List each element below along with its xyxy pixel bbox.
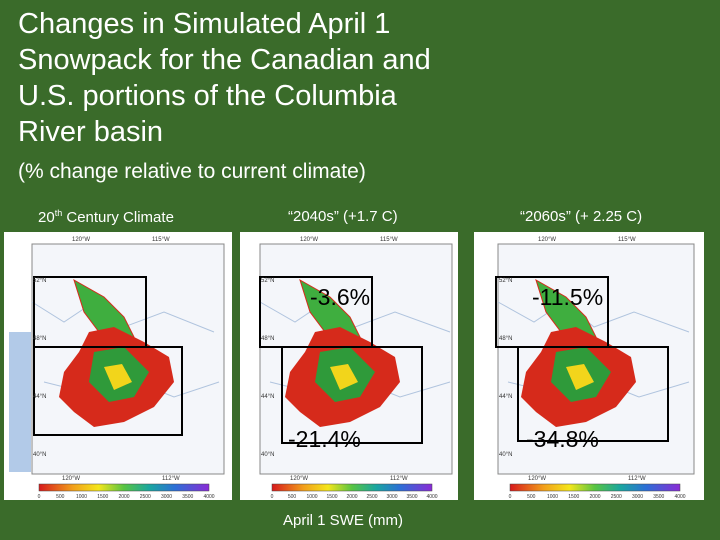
map-lon-label: 115°W — [618, 237, 636, 243]
map-lon-label: 120°W — [300, 237, 318, 243]
pct-canada-2040s: -3.6% — [310, 284, 371, 310]
colorbar-tick-label: 0 — [509, 494, 512, 500]
slide-subtitle: (% change relative to current climate) — [18, 160, 366, 183]
map-lat-label: 52°N — [33, 278, 46, 284]
map-lat-label: 40°N — [261, 452, 274, 458]
colorbar-tick-label: 2500 — [140, 494, 151, 500]
colorbar-tick-label: 3500 — [653, 494, 664, 500]
colorbar-tick-label: 1500 — [97, 494, 108, 500]
map-2060s: 120°W 115°W 120°W 112°W 52°N 48°N 44°N 40°N 0 500… — [495, 237, 695, 500]
map-lat-label: 44°N — [261, 394, 274, 400]
map-lat-label: 52°N — [261, 278, 274, 284]
colorbar-tick-label: 1000 — [306, 494, 317, 500]
pct-us-2060s: -34.8% — [526, 426, 599, 452]
map-lat-label: 48°N — [499, 336, 512, 342]
slide-title: Changes in Simulated April 1 Snowpack fo… — [18, 8, 431, 148]
panel-label-20th-century: 20th Century Climate — [38, 208, 174, 226]
panel-label-number: 20 — [38, 209, 55, 226]
pct-canada-2060s: -11.5% — [532, 284, 604, 310]
colorbar-tick-label: 1500 — [568, 494, 579, 500]
map-lon-label: 120°W — [538, 237, 556, 243]
colorbar-tick-label: 500 — [288, 494, 297, 500]
panel-label-superscript: th — [54, 208, 63, 218]
colorbar-tick-label: 3000 — [632, 494, 643, 500]
map-lat-label: 40°N — [33, 452, 46, 458]
colorbar-tick-label: 500 — [527, 494, 536, 500]
colorbar-tick-label: 0 — [271, 494, 274, 500]
colorbar-tick-label: 2000 — [346, 494, 357, 500]
map-panel-2040s: 120°W 115°W 120°W 112°W 52°N 48°N 44°N 40°N 0 500… — [240, 232, 458, 500]
map-lat-label: 48°N — [261, 336, 274, 342]
map-lon-label: 115°W — [152, 237, 170, 243]
map-lat-label: 40°N — [499, 452, 512, 458]
map-panel-20th-century: 120°W 115°W 120°W 112°W 52°N 48°N 44°N 40°N 0 500… — [4, 232, 232, 500]
colorbar-tick-label: 3500 — [182, 494, 193, 500]
colorbar-tick-label: 2000 — [589, 494, 600, 500]
colorbar-tick-label: 2500 — [366, 494, 377, 500]
colorbar-tick-label: 1000 — [76, 494, 87, 500]
colorbar-tick-label: 1500 — [326, 494, 337, 500]
map-lat-label: 44°N — [499, 394, 512, 400]
map-lon-label-bottom: 112°W — [390, 476, 408, 482]
map-panel-2060s: 120°W 115°W 120°W 112°W 52°N 48°N 44°N 40°N 0 500… — [474, 232, 704, 500]
map-lon-label-bottom: 120°W — [62, 476, 80, 482]
map-lon-label: 115°W — [380, 237, 398, 243]
colorbar-tick-label: 3000 — [386, 494, 397, 500]
colorbar-tick-label: 4000 — [203, 494, 214, 500]
map-lon-label-bottom: 112°W — [162, 476, 180, 482]
colorbar-tick-label: 0 — [38, 494, 41, 500]
map-lon-label-bottom: 120°W — [290, 476, 308, 482]
panel-label-text: Century Climate — [62, 209, 174, 226]
map-lat-label: 44°N — [33, 394, 46, 400]
map-lat-label: 48°N — [33, 336, 46, 342]
pct-us-2040s: -21.4% — [288, 426, 361, 452]
panel-label-2040s: “2040s” (+1.7 C) — [288, 208, 398, 225]
map-lat-label: 52°N — [499, 278, 512, 284]
map-lon-label-bottom: 120°W — [528, 476, 546, 482]
panel-label-2060s: “2060s” (+ 2.25 C) — [520, 208, 643, 225]
map-lon-label: 120°W — [72, 237, 90, 243]
map-lon-label-bottom: 112°W — [628, 476, 646, 482]
colorbar-tick-label: 3000 — [161, 494, 172, 500]
colorbar-tick-label: 2500 — [611, 494, 622, 500]
colorbar-tick-label: 4000 — [426, 494, 437, 500]
colorbar-tick-label: 2000 — [118, 494, 129, 500]
colorbar-tick-label: 500 — [56, 494, 65, 500]
colorbar-legend-title: April 1 SWE (mm) — [283, 512, 403, 529]
colorbar-tick-label: 3500 — [406, 494, 417, 500]
colorbar-tick-label: 4000 — [674, 494, 685, 500]
colorbar-tick-label: 1000 — [547, 494, 558, 500]
map-2040s: 120°W 115°W 120°W 112°W 52°N 48°N 44°N 40°N 0 500… — [259, 237, 453, 500]
map-20th-century: 120°W 115°W 120°W 112°W 52°N 48°N 44°N 40°N 0 500… — [9, 237, 225, 500]
